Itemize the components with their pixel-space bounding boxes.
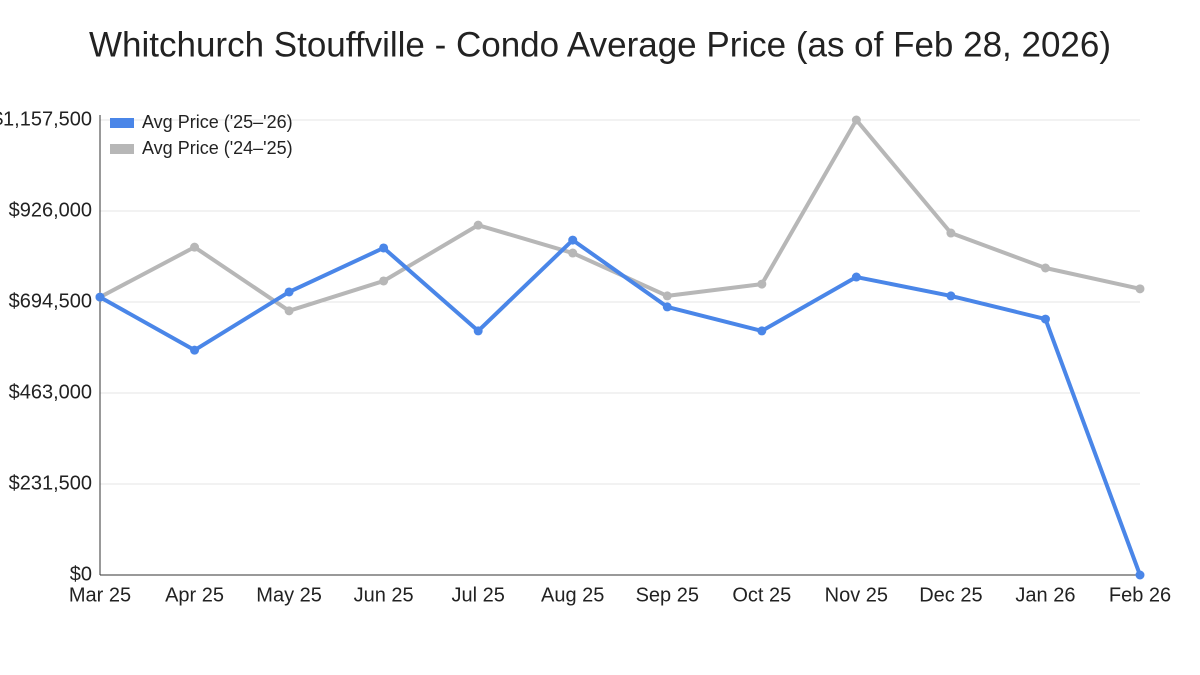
data-point	[284, 287, 294, 297]
data-point	[851, 115, 861, 125]
x-tick-label: Jan 26	[1015, 584, 1075, 606]
data-point	[190, 242, 200, 252]
data-point	[568, 235, 578, 245]
x-tick-label: Jul 25	[451, 584, 504, 606]
data-point	[946, 291, 956, 301]
legend-swatch	[110, 118, 134, 128]
x-tick-label: Feb 26	[1109, 584, 1171, 606]
y-tick-label: $463,000	[9, 381, 92, 403]
y-tick-label: $694,500	[9, 290, 92, 312]
data-point	[379, 276, 389, 286]
data-point	[946, 228, 956, 238]
data-point	[190, 345, 200, 355]
y-tick-label: $231,500	[9, 472, 92, 494]
x-tick-label: Mar 25	[69, 584, 131, 606]
data-point	[1135, 284, 1145, 294]
data-point	[1135, 570, 1145, 580]
data-point	[662, 302, 672, 312]
data-point	[1040, 314, 1050, 324]
x-tick-label: May 25	[256, 584, 322, 606]
y-tick-label: $0	[70, 563, 92, 585]
data-point	[473, 220, 483, 230]
data-point	[662, 291, 672, 301]
x-tick-label: Dec 25	[919, 584, 982, 606]
y-tick-label: $1,157,500	[0, 108, 92, 130]
data-point	[1040, 263, 1050, 273]
series-line	[99, 238, 1142, 576]
chart-title: Whitchurch Stouffville - Condo Average P…	[89, 25, 1111, 64]
data-point	[284, 306, 294, 316]
data-point	[95, 292, 105, 302]
data-point	[379, 243, 389, 253]
x-tick-label: Jun 25	[354, 584, 414, 606]
data-point	[851, 272, 861, 282]
data-point	[757, 279, 767, 289]
legend-label: Avg Price ('25–'26)	[142, 112, 293, 132]
x-tick-label: Oct 25	[732, 584, 791, 606]
data-point	[568, 248, 578, 258]
data-point	[757, 326, 767, 336]
legend-swatch	[110, 144, 134, 154]
data-point	[473, 326, 483, 336]
y-tick-label: $926,000	[9, 199, 92, 221]
legend-label: Avg Price ('24–'25)	[142, 138, 293, 158]
x-tick-label: Sep 25	[636, 584, 699, 606]
x-tick-label: Apr 25	[165, 584, 224, 606]
x-tick-label: Aug 25	[541, 584, 604, 606]
x-tick-label: Nov 25	[825, 584, 888, 606]
